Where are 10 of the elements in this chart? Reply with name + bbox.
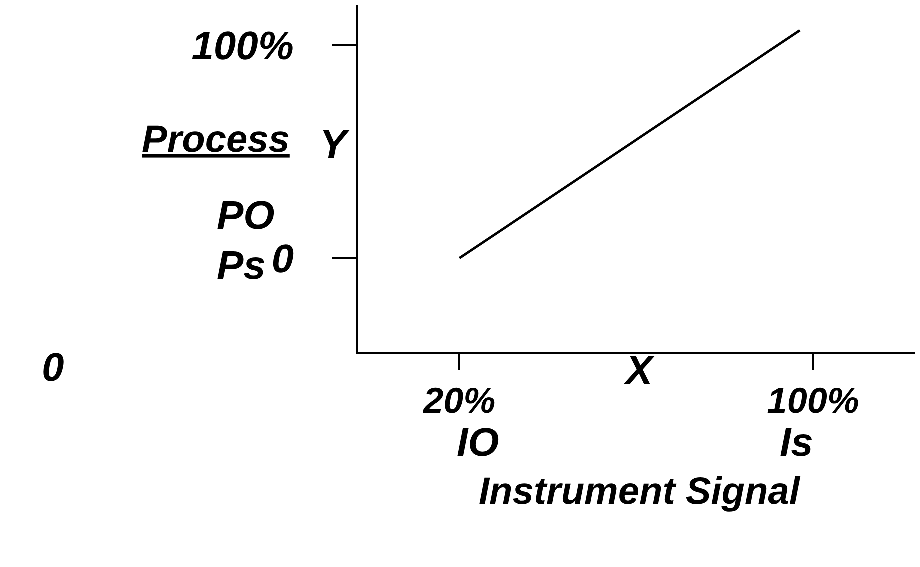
annotation: X <box>624 349 655 393</box>
text: PO <box>217 194 275 238</box>
text: Ps <box>217 244 266 288</box>
text: IO <box>457 421 500 465</box>
y-axis-title: Process <box>142 119 290 161</box>
x-tick-label: 20% <box>422 380 496 422</box>
text: Y <box>320 123 350 167</box>
x-axis-title: Instrument Signal <box>479 471 802 513</box>
text: 0 <box>42 346 64 390</box>
text: Is <box>780 421 814 465</box>
